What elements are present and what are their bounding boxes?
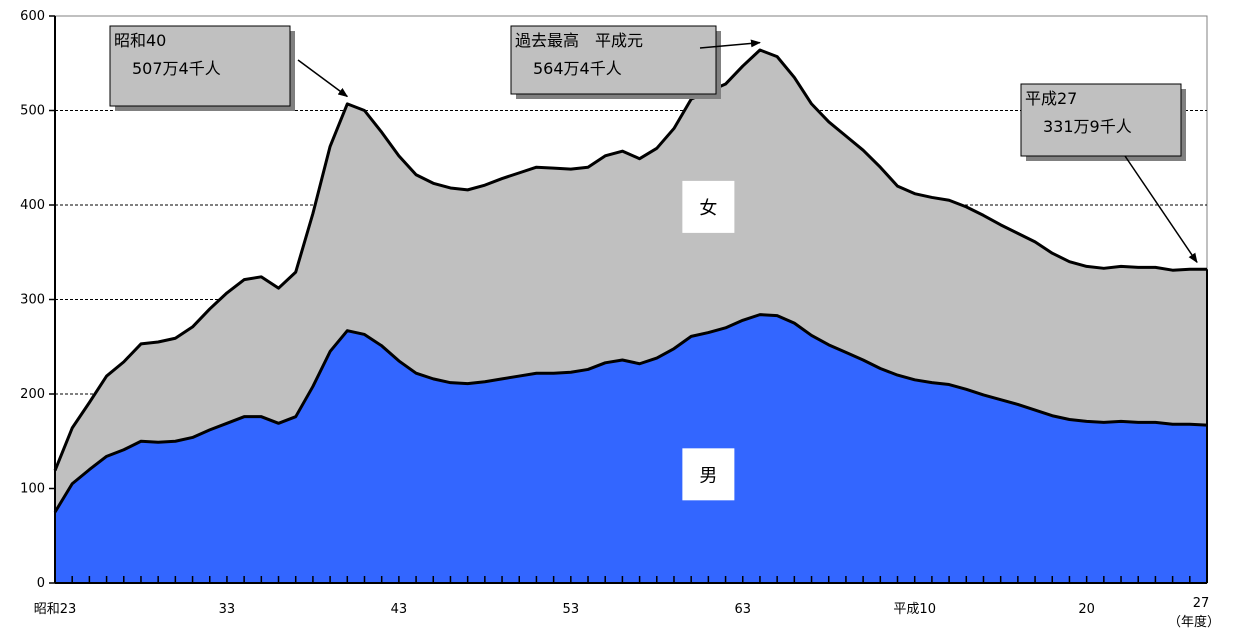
- callout-peak-1965: 昭和40 507万4千人: [109, 25, 349, 111]
- callout-box: [1020, 83, 1182, 157]
- callout-arrow: [1124, 155, 1198, 264]
- callout-box: [109, 25, 291, 107]
- y-tick-label-500: 500: [20, 104, 45, 119]
- x-tick-label-1968: 43: [391, 602, 408, 617]
- callout-line2: 564万4千人: [533, 59, 622, 78]
- y-tick-label-600: 600: [20, 9, 45, 24]
- y-tick-label-400: 400: [20, 198, 45, 213]
- callout-peak-1989: 過去最高 平成元 564万4千人: [510, 25, 761, 99]
- callout-line2: 331万9千人: [1043, 117, 1132, 136]
- x-tick-label-1978: 53: [563, 602, 580, 617]
- y-tick-label-100: 100: [20, 482, 45, 497]
- x-tick-label-1998: 平成10: [893, 602, 936, 617]
- series-labels: 男女: [682, 180, 735, 501]
- series-label-text: 女: [699, 198, 717, 219]
- line-total-top: [53, 48, 1207, 472]
- y-tick-label-300: 300: [20, 293, 45, 308]
- callout-line1: 過去最高 平成元: [515, 31, 643, 50]
- callout-box: [510, 25, 717, 95]
- y-tick-label-0: 0: [37, 576, 45, 591]
- series-label-1: 女: [682, 180, 735, 233]
- series-areas: [53, 48, 1208, 583]
- callout-line1: 平成27: [1025, 89, 1077, 108]
- y-tick-label-200: 200: [20, 387, 45, 402]
- series-label-box: [682, 448, 735, 501]
- callout-line1: 昭和40: [114, 31, 166, 50]
- series-label-0: 男: [682, 448, 735, 501]
- line-men-top: [53, 313, 1208, 513]
- callout-line2: 507万4千人: [132, 59, 221, 78]
- callout-arrow: [699, 39, 761, 49]
- axes: 0 100 200 300 400 500 600 昭和23 33 43 53 63 平成10 20 27 （…: [20, 9, 1220, 630]
- callout-latest-2015: 平成27 331万9千人: [1020, 83, 1198, 264]
- x-tick-label-1948: 昭和23: [34, 602, 77, 617]
- series-label-text: 男: [699, 465, 717, 486]
- x-tick-label-1958: 33: [219, 602, 236, 617]
- x-tick-label-2015: 27: [1193, 596, 1210, 611]
- callout-arrow: [297, 59, 349, 98]
- series-label-box: [682, 180, 735, 233]
- x-tick-label-2008: 20: [1078, 602, 1095, 617]
- x-tick-label-1988: 63: [734, 602, 751, 617]
- x-axis-label: （年度）: [1168, 614, 1220, 630]
